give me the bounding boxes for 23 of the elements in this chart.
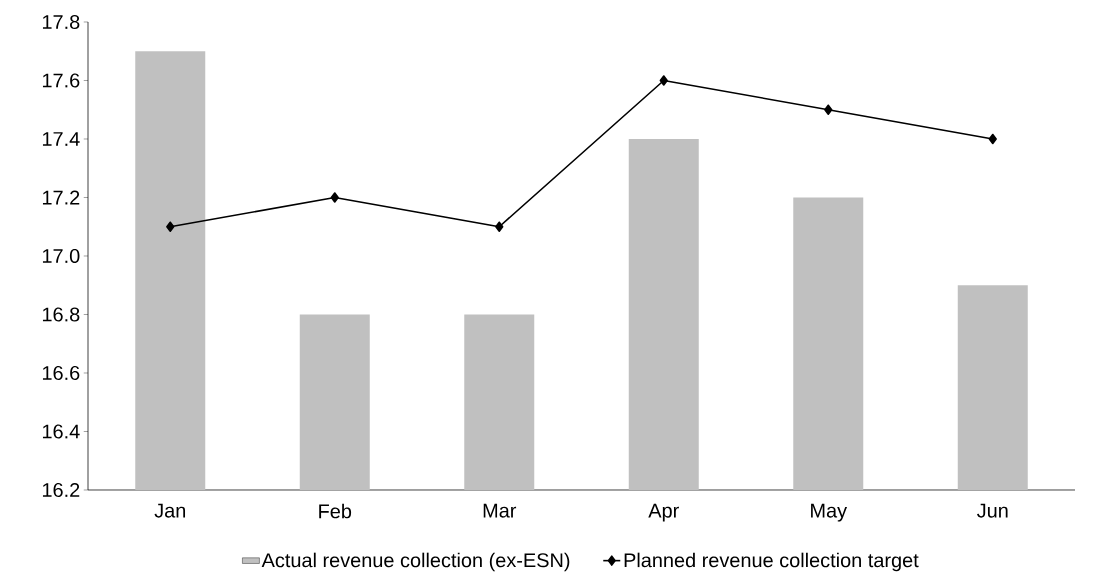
point — [495, 221, 504, 233]
y-tick-label: 16.2 — [42, 482, 80, 498]
y-tick-label: 17.8 — [42, 14, 80, 30]
x-tick-label: Mar — [483, 503, 517, 518]
y-tick-label: 16.4 — [42, 424, 80, 439]
point — [659, 75, 668, 86]
point — [824, 104, 833, 116]
y-tick-label: 17.6 — [42, 73, 80, 88]
y-tick-label: 17.2 — [42, 190, 80, 205]
point — [330, 192, 339, 203]
point — [166, 221, 175, 233]
point — [988, 133, 997, 145]
x-tick-label: Jun — [977, 503, 1008, 518]
x-tick-label: May — [811, 503, 848, 522]
x-tick-label: Apr — [648, 503, 679, 522]
y-tick-label: 16.8 — [42, 307, 80, 322]
x-tick-label: Feb — [319, 503, 352, 519]
legend-label: Actual revenue collection (ex-ESN) — [261, 552, 570, 572]
y-tick-label: 17.0 — [42, 248, 80, 264]
y-tick-label: 17.4 — [42, 132, 80, 146]
y-tick-label: 16.6 — [42, 365, 80, 381]
x-tick-label: Jan — [154, 503, 186, 518]
legend-label: Planned revenue collection target — [624, 552, 919, 572]
